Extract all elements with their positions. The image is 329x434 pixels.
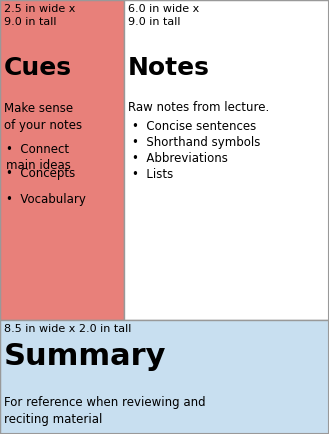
Text: •  Vocabulary: • Vocabulary	[6, 193, 86, 206]
Bar	[124, 0, 329, 320]
Bar	[0, 0, 124, 320]
Text: 8.5 in wide x 2.0 in tall: 8.5 in wide x 2.0 in tall	[4, 324, 131, 334]
Text: Summary: Summary	[4, 342, 166, 371]
Text: •  Concise sentences: • Concise sentences	[132, 120, 256, 133]
Text: 2.5 in wide x
9.0 in tall: 2.5 in wide x 9.0 in tall	[4, 4, 75, 27]
Text: Raw notes from lecture.: Raw notes from lecture.	[128, 101, 269, 114]
Text: •  Connect
main ideas: • Connect main ideas	[6, 143, 71, 172]
Text: Cues: Cues	[4, 56, 72, 80]
Text: •  Concepts: • Concepts	[6, 167, 75, 180]
Text: Make sense
of your notes: Make sense of your notes	[4, 102, 82, 132]
Bar	[0, 320, 329, 434]
Text: 6.0 in wide x
9.0 in tall: 6.0 in wide x 9.0 in tall	[128, 4, 199, 27]
Text: •  Shorthand symbols: • Shorthand symbols	[132, 136, 260, 149]
Text: •  Abbreviations: • Abbreviations	[132, 152, 228, 165]
Text: Notes: Notes	[128, 56, 210, 80]
Text: •  Lists: • Lists	[132, 168, 173, 181]
Text: For reference when reviewing and
reciting material: For reference when reviewing and recitin…	[4, 396, 206, 426]
